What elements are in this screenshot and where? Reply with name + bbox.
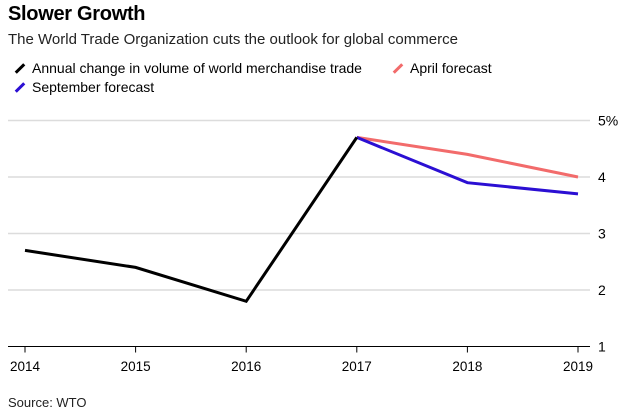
y-tick-label: 1	[598, 339, 606, 355]
y-tick-label: 2	[598, 282, 606, 298]
chart-subtitle: The World Trade Organization cuts the ou…	[8, 31, 458, 48]
legend-item-actual: Annual change in volume of world merchan…	[14, 60, 362, 76]
series-line-1	[356, 135, 579, 179]
legend-label: Annual change in volume of world merchan…	[32, 60, 362, 76]
x-tick-label: 2017	[342, 359, 372, 374]
x-tick-label: 2016	[231, 359, 261, 374]
source-note: Source: WTO	[8, 395, 87, 410]
legend-label: September forecast	[32, 79, 155, 95]
legend-item-september: September forecast	[14, 79, 154, 95]
x-tick-label: 2018	[452, 359, 482, 374]
y-tick-label: 5%	[598, 113, 618, 129]
x-tick-label: 2014	[10, 359, 41, 374]
x-tick-label: 2019	[563, 359, 593, 374]
legend-item-april: April forecast	[392, 60, 492, 76]
y-tick-label: 3	[598, 226, 606, 242]
series-line-2	[356, 136, 579, 196]
x-tick-label: 2015	[121, 359, 151, 374]
chart-title: Slower Growth	[8, 3, 146, 25]
legend-label: April forecast	[410, 60, 492, 76]
series-line-0	[24, 136, 359, 304]
y-tick-label: 4	[598, 169, 606, 185]
